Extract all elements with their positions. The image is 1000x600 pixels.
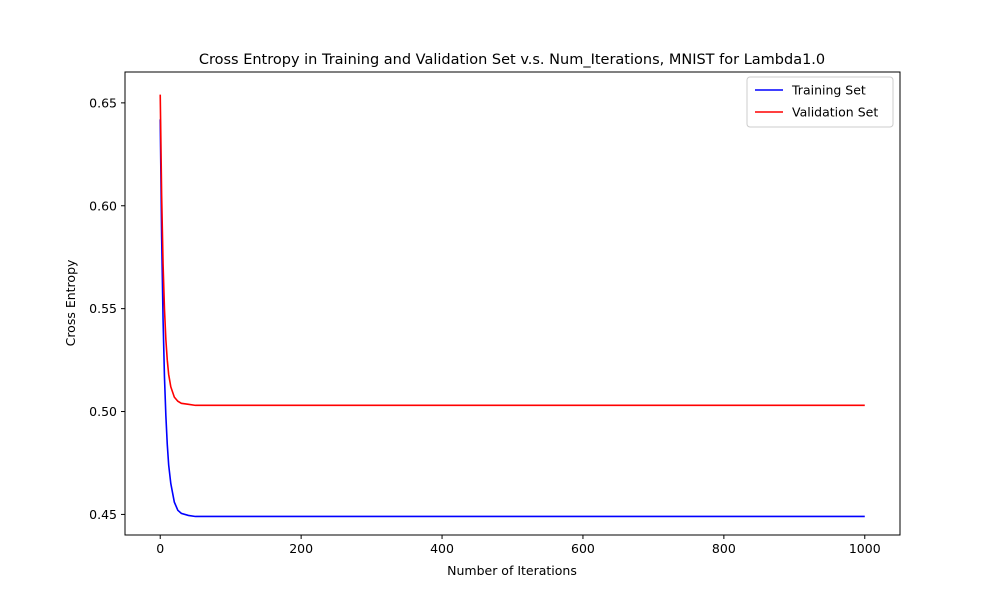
legend: Training Set Validation Set	[746, 76, 894, 128]
y-tick-label: 0.50	[89, 404, 117, 419]
x-tick-label: 200	[289, 541, 313, 556]
x-tick-label: 0	[156, 541, 164, 556]
chart-title: Cross Entropy in Training and Validation…	[199, 52, 825, 68]
legend-box	[746, 76, 894, 128]
y-tick-label: 0.55	[89, 301, 117, 316]
y-tick-label: 0.65	[89, 95, 117, 110]
plot-area	[124, 71, 901, 536]
series-line-validation-set	[159, 94, 865, 407]
legend-label-training-set: Training Set	[791, 83, 866, 98]
y-tick-label: 0.60	[89, 198, 117, 213]
y-axis-label: Cross Entropy	[63, 259, 78, 346]
x-tick-label: 600	[571, 541, 595, 556]
legend-label-validation-set: Validation Set	[792, 105, 878, 120]
plot-frame	[124, 71, 901, 536]
x-axis: 0 200 400 600 800 1000	[156, 535, 881, 556]
x-tick-label: 800	[712, 541, 736, 556]
x-axis-label: Number of Iterations	[447, 563, 577, 578]
x-tick-label: 400	[430, 541, 454, 556]
series-line-training-set	[159, 119, 865, 518]
y-tick-label: 0.45	[89, 507, 117, 522]
x-tick-label: 1000	[849, 541, 881, 556]
y-axis: 0.45 0.50 0.55 0.60 0.65	[89, 95, 125, 522]
